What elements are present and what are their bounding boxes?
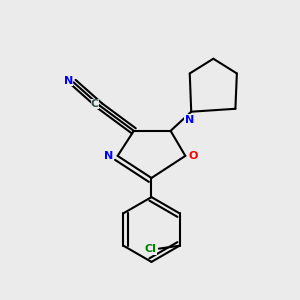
Text: N: N [64,76,73,86]
Text: N: N [104,151,113,161]
Text: C: C [91,99,99,110]
Text: O: O [188,151,197,161]
Text: Cl: Cl [144,244,156,254]
Text: N: N [185,115,194,125]
